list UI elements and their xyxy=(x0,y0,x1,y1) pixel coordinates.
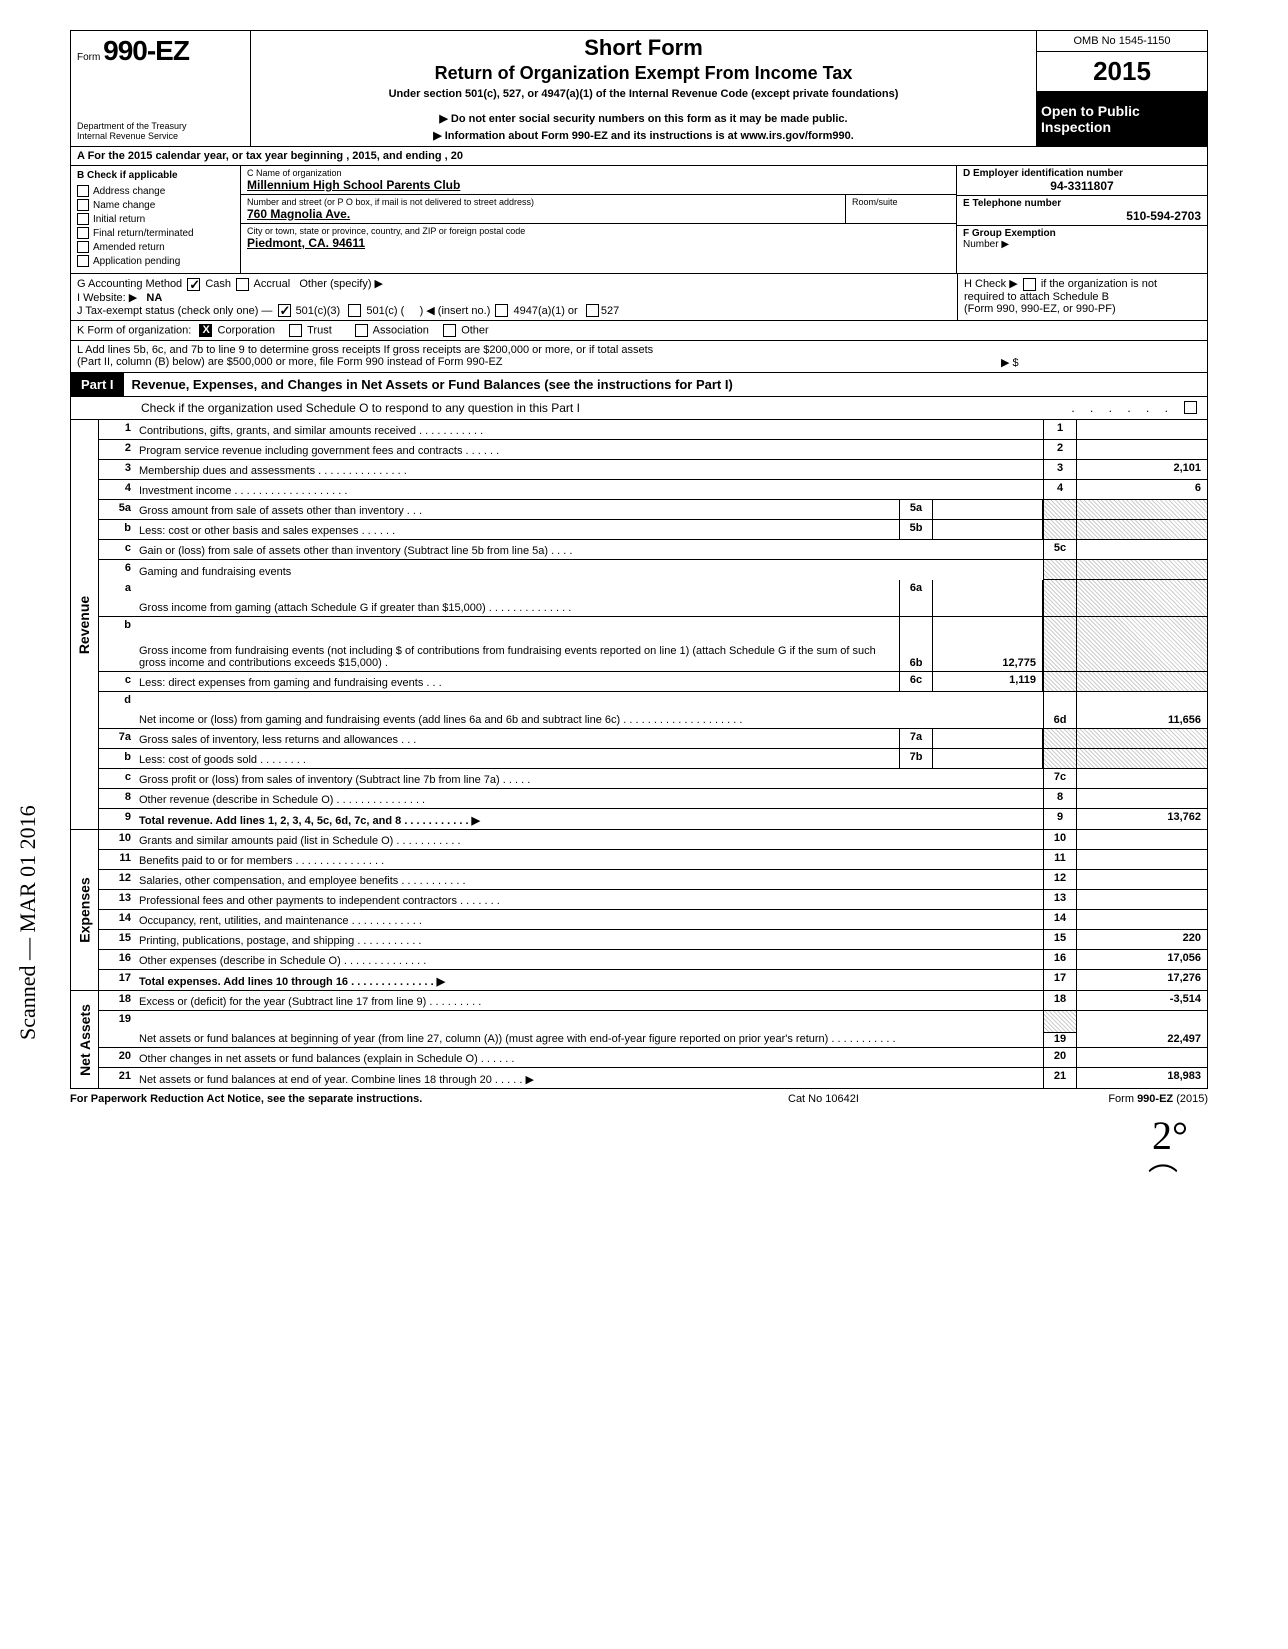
part1-header: Part I Revenue, Expenses, and Changes in… xyxy=(70,373,1208,397)
city-row: City or town, state or province, country… xyxy=(241,224,956,252)
warn-info: ▶ Information about Form 990-EZ and its … xyxy=(257,129,1030,142)
chk-amended[interactable]: Amended return xyxy=(77,241,234,253)
group-exemption-row: F Group Exemption Number ▶ xyxy=(957,226,1207,273)
line-g-label: G Accounting Method xyxy=(77,278,182,290)
street-row: Number and street (or P O box, if mail i… xyxy=(241,195,956,224)
col-c: C Name of organization Millennium High S… xyxy=(241,166,957,273)
chk-4947[interactable] xyxy=(495,304,508,317)
ein-label: D Employer identification number xyxy=(963,168,1201,179)
chk-527[interactable] xyxy=(586,304,599,317)
chk-trust[interactable] xyxy=(289,324,302,337)
part1-title: Revenue, Expenses, and Changes in Net As… xyxy=(124,373,1207,396)
chk-address-change[interactable]: Address change xyxy=(77,185,234,197)
department: Department of the Treasury Internal Reve… xyxy=(77,122,244,142)
line-i-label: I Website: ▶ xyxy=(77,292,137,304)
year-prefix: 20 xyxy=(1093,56,1122,86)
line-a: A For the 2015 calendar year, or tax yea… xyxy=(70,147,1208,166)
city-value: Piedmont, CA. 94611 xyxy=(247,236,950,250)
ein-row: D Employer identification number 94-3311… xyxy=(957,166,1207,196)
netassets-grid: Net Assets 18Excess or (deficit) for the… xyxy=(70,991,1208,1089)
org-name-label: C Name of organization xyxy=(247,168,950,178)
title-short-form: Short Form xyxy=(257,35,1030,61)
line-l-text2: (Part II, column (B) below) are $500,000… xyxy=(77,356,1001,369)
website-value: NA xyxy=(146,292,162,304)
open-public: Open to Public Inspection xyxy=(1037,92,1207,146)
city-label: City or town, state or province, country… xyxy=(247,226,950,236)
omb-number: OMB No 1545-1150 xyxy=(1037,31,1207,52)
footer-paperwork: For Paperwork Reduction Act Notice, see … xyxy=(70,1093,788,1105)
year-digits: 15 xyxy=(1122,56,1151,86)
header-left: Form 990-EZ Department of the Treasury I… xyxy=(71,31,251,146)
chk-501c[interactable] xyxy=(348,304,361,317)
header-center: Short Form Return of Organization Exempt… xyxy=(251,31,1037,146)
dept-irs: Internal Revenue Service xyxy=(77,132,244,142)
form-990ez: Scanned — MAR 01 2016 Form 990-EZ Depart… xyxy=(70,30,1208,1109)
part1-sub-text: Check if the organization used Schedule … xyxy=(141,401,580,415)
phone-value: 510-594-2703 xyxy=(963,209,1201,223)
chk-association[interactable] xyxy=(355,324,368,337)
expenses-label: Expenses xyxy=(71,830,99,990)
col-b: B Check if applicable Address change Nam… xyxy=(71,166,241,273)
line-l: L Add lines 5b, 6c, and 7b to line 9 to … xyxy=(70,341,1208,373)
form-number: Form 990-EZ xyxy=(77,35,244,67)
chk-schedule-o[interactable] xyxy=(1184,401,1197,414)
form-number-big: 990-EZ xyxy=(103,35,189,66)
bcd-block: B Check if applicable Address change Nam… xyxy=(70,166,1208,274)
group-ex-number: Number ▶ xyxy=(963,239,1009,250)
street-label: Number and street (or P O box, if mail i… xyxy=(247,197,839,207)
group-ex-label: F Group Exemption xyxy=(963,228,1056,239)
chk-501c3[interactable] xyxy=(278,304,291,317)
chk-app-pending[interactable]: Application pending xyxy=(77,255,234,267)
form-header: Form 990-EZ Department of the Treasury I… xyxy=(70,30,1208,147)
phone-row: E Telephone number 510-594-2703 xyxy=(957,196,1207,226)
revenue-grid: Revenue 1Contributions, gifts, grants, a… xyxy=(70,420,1208,830)
curl-mark: ⌒ xyxy=(1148,1155,1178,1199)
org-name-value: Millennium High School Parents Club xyxy=(247,178,950,192)
street-value: 760 Magnolia Ave. xyxy=(247,207,839,221)
line-l-arrow: ▶ $ xyxy=(1001,356,1201,369)
title-return: Return of Organization Exempt From Incom… xyxy=(257,63,1030,84)
chk-other-org[interactable] xyxy=(443,324,456,337)
col-b-header: B Check if applicable xyxy=(77,170,234,181)
netassets-label: Net Assets xyxy=(71,991,99,1088)
chk-name-change[interactable]: Name change xyxy=(77,199,234,211)
footer-form: Form 990-EZ (2015) xyxy=(1008,1093,1208,1105)
warn-ssn: ▶ Do not enter social security numbers o… xyxy=(257,112,1030,125)
line-k-label: K Form of organization: xyxy=(77,325,191,337)
form-footer: For Paperwork Reduction Act Notice, see … xyxy=(70,1089,1208,1109)
phone-label: E Telephone number xyxy=(963,198,1201,209)
room-label: Room/suite xyxy=(846,195,956,223)
line-l-text1: L Add lines 5b, 6c, and 7b to line 9 to … xyxy=(77,344,1201,356)
line-j-label: J Tax-exempt status (check only one) — xyxy=(77,305,272,317)
chk-accrual[interactable] xyxy=(236,278,249,291)
col-d: D Employer identification number 94-3311… xyxy=(957,166,1207,273)
scan-stamp: Scanned — MAR 01 2016 xyxy=(15,805,41,1040)
chk-cash[interactable] xyxy=(187,278,200,291)
revenue-label: Revenue xyxy=(71,420,99,829)
ein-value: 94-3311807 xyxy=(963,179,1201,193)
header-right: OMB No 1545-1150 2015 Open to Public Ins… xyxy=(1037,31,1207,146)
form-prefix: Form xyxy=(77,52,100,63)
handwritten-mark: 2° xyxy=(1152,1112,1188,1159)
chk-final-return[interactable]: Final return/terminated xyxy=(77,227,234,239)
expenses-grid: Expenses 10Grants and similar amounts pa… xyxy=(70,830,1208,991)
open-public-2: Inspection xyxy=(1041,119,1203,135)
chk-corporation[interactable] xyxy=(199,324,212,337)
line-g-h: G Accounting Method Cash Accrual Other (… xyxy=(70,274,1208,321)
tax-year: 2015 xyxy=(1037,52,1207,92)
footer-cat: Cat No 10642I xyxy=(788,1093,1008,1105)
chk-sched-b[interactable] xyxy=(1023,278,1036,291)
line-h: H Check ▶ if the organization is not req… xyxy=(957,274,1207,320)
part1-tag: Part I xyxy=(71,373,124,396)
part1-sub: Check if the organization used Schedule … xyxy=(70,397,1208,420)
open-public-1: Open to Public xyxy=(1041,103,1203,119)
org-name-row: C Name of organization Millennium High S… xyxy=(241,166,956,195)
chk-initial-return[interactable]: Initial return xyxy=(77,213,234,225)
subtitle: Under section 501(c), 527, or 4947(a)(1)… xyxy=(257,88,1030,100)
line-k: K Form of organization: Corporation Trus… xyxy=(70,321,1208,341)
